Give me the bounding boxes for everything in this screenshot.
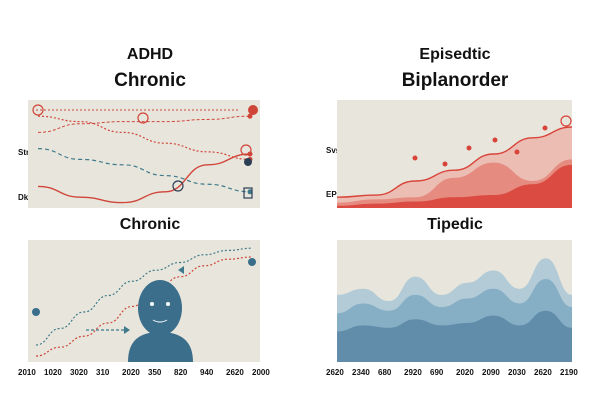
- person-icon: [243, 187, 253, 199]
- panel3-x-axis: 2010 1020 3020 310 2020 350 820 940 2620 2000: [18, 368, 274, 380]
- panel1-series-3-line: [37, 115, 251, 160]
- panel1-series-1-line: [37, 153, 251, 204]
- panel4-area-3: [337, 310, 572, 362]
- panel2-marker-icon: [442, 161, 448, 167]
- panel1-title-line2: Chronic: [114, 70, 186, 91]
- panel2-marker-icon: [542, 125, 548, 131]
- person-icon: [32, 104, 44, 116]
- person-icon: [244, 158, 252, 166]
- panel4-title: Tipedic: [427, 216, 483, 233]
- panel1-series-1-end-marker: [247, 151, 253, 157]
- panel3-x-tick-label: 940: [200, 368, 214, 377]
- panel3-x-tick-label: 1020: [44, 368, 62, 377]
- person-eye-left: [150, 302, 154, 306]
- panel1-title-line1: ADHD: [126, 46, 174, 63]
- panel4-x-tick-label: 2190: [560, 368, 578, 377]
- panel2-marker-icon: [492, 137, 498, 143]
- panel1-series-4-line: [37, 115, 251, 133]
- panel1-series-2-end-marker: [247, 189, 253, 195]
- target-icon: [560, 115, 572, 127]
- panel3-chart: [32, 247, 256, 362]
- panel4-x-tick-label: 690: [430, 368, 444, 377]
- person-shoulders: [128, 332, 193, 362]
- panel4-x-tick-label: 2020: [456, 368, 474, 377]
- panel3-title: Chronic: [119, 216, 181, 233]
- location-pin-icon: [240, 144, 252, 156]
- panel4-x-tick-label: 2620: [534, 368, 552, 377]
- panel4-x-tick-label: 2340: [352, 368, 370, 377]
- panel2-title-line1: Episedtic: [419, 46, 491, 63]
- panel4-x-tick-label: 2090: [482, 368, 500, 377]
- sparkle-icon: [137, 112, 149, 124]
- panel4-x-tick-label: 2030: [508, 368, 526, 377]
- panel1-plot-area: [28, 100, 260, 208]
- panel2-area-3: [337, 164, 572, 208]
- panel4-plot-area: [337, 240, 572, 362]
- person-head: [138, 280, 182, 336]
- panel4-x-axis: 2620 2340 680 2920 690 2020 2090 2030 2620 2190: [326, 368, 582, 380]
- person-icon: [32, 308, 40, 316]
- chair-icon: [172, 180, 184, 192]
- panel2-marker-icon: [466, 145, 472, 151]
- panel4-x-tick-label: 2920: [404, 368, 422, 377]
- panel1-series-2-line: [37, 148, 251, 193]
- panel2-chart: [336, 115, 573, 208]
- panel4-chart: [337, 258, 572, 362]
- panel1-series-4-end-marker: [247, 113, 253, 119]
- panel3-arrow-head: [178, 266, 184, 274]
- panel3-x-tick-label: 3020: [70, 368, 88, 377]
- panel3-x-tick-label: 2010: [18, 368, 36, 377]
- panel4-x-tick-label: 680: [378, 368, 392, 377]
- panel2-trend-line: [336, 126, 573, 198]
- panel3-arrow-head: [124, 326, 130, 334]
- panel3-x-tick-label: 2000: [252, 368, 270, 377]
- person-eye-right: [166, 302, 170, 306]
- panel3-plot-area: [28, 240, 260, 362]
- panel3-x-tick-label: 350: [148, 368, 162, 377]
- panel2-plot-area: [336, 100, 573, 208]
- panel2-marker-icon: [514, 149, 520, 155]
- person-icon: [248, 105, 258, 115]
- panel3-x-tick-label: 2020: [122, 368, 140, 377]
- panel3-x-tick-label: 820: [174, 368, 188, 377]
- panel1-chart: [32, 104, 258, 204]
- panel3-series-1-line: [35, 247, 253, 346]
- panel2-title-line2: Biplanorder: [401, 70, 509, 91]
- panel3-x-tick-label: 310: [96, 368, 110, 377]
- person-mouth: [152, 319, 168, 323]
- panel3-x-tick-label: 2620: [226, 368, 244, 377]
- person-icon: [248, 258, 256, 266]
- panel2-marker-icon: [412, 155, 418, 161]
- panel4-x-tick-label: 2620: [326, 368, 344, 377]
